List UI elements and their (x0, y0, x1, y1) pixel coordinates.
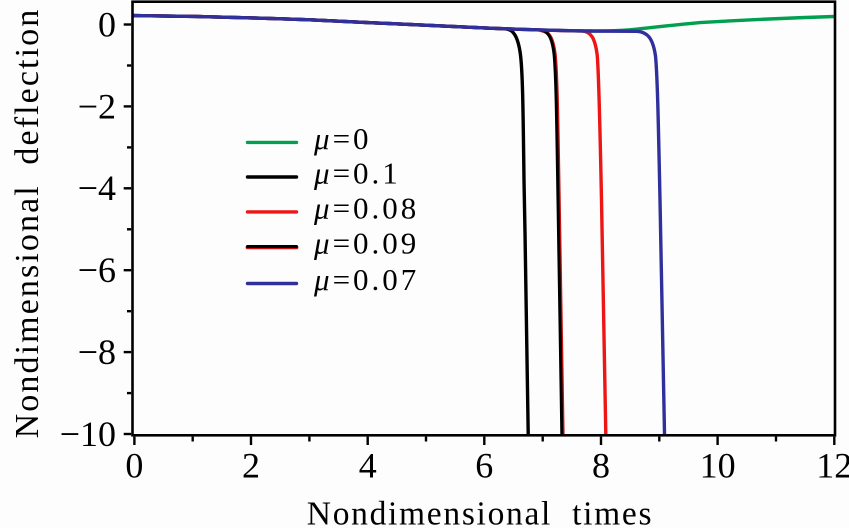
svg-text:2: 2 (242, 446, 260, 486)
svg-text:8: 8 (592, 446, 610, 486)
svg-text:0: 0 (98, 4, 116, 44)
svg-text:−2: −2 (78, 86, 116, 126)
svg-text:μ=0.08: μ=0.08 (313, 190, 419, 225)
svg-text:−6: −6 (78, 250, 116, 290)
svg-text:6: 6 (475, 446, 493, 486)
svg-text:μ=0: μ=0 (313, 121, 372, 156)
svg-text:−8: −8 (78, 332, 116, 372)
svg-text:4: 4 (359, 446, 377, 486)
svg-text:12: 12 (816, 446, 849, 486)
svg-text:−10: −10 (60, 414, 116, 454)
svg-text:−4: −4 (78, 168, 116, 208)
svg-text:Nondimensional deflection: Nondimensional deflection (9, 8, 46, 439)
svg-text:μ=0.07: μ=0.07 (313, 262, 419, 297)
svg-text:0: 0 (125, 446, 143, 486)
svg-text:μ=0.1: μ=0.1 (313, 156, 401, 191)
svg-text:μ=0.09: μ=0.09 (313, 225, 419, 260)
svg-text:Nondimensional times: Nondimensional times (307, 496, 653, 528)
svg-text:10: 10 (700, 446, 736, 486)
